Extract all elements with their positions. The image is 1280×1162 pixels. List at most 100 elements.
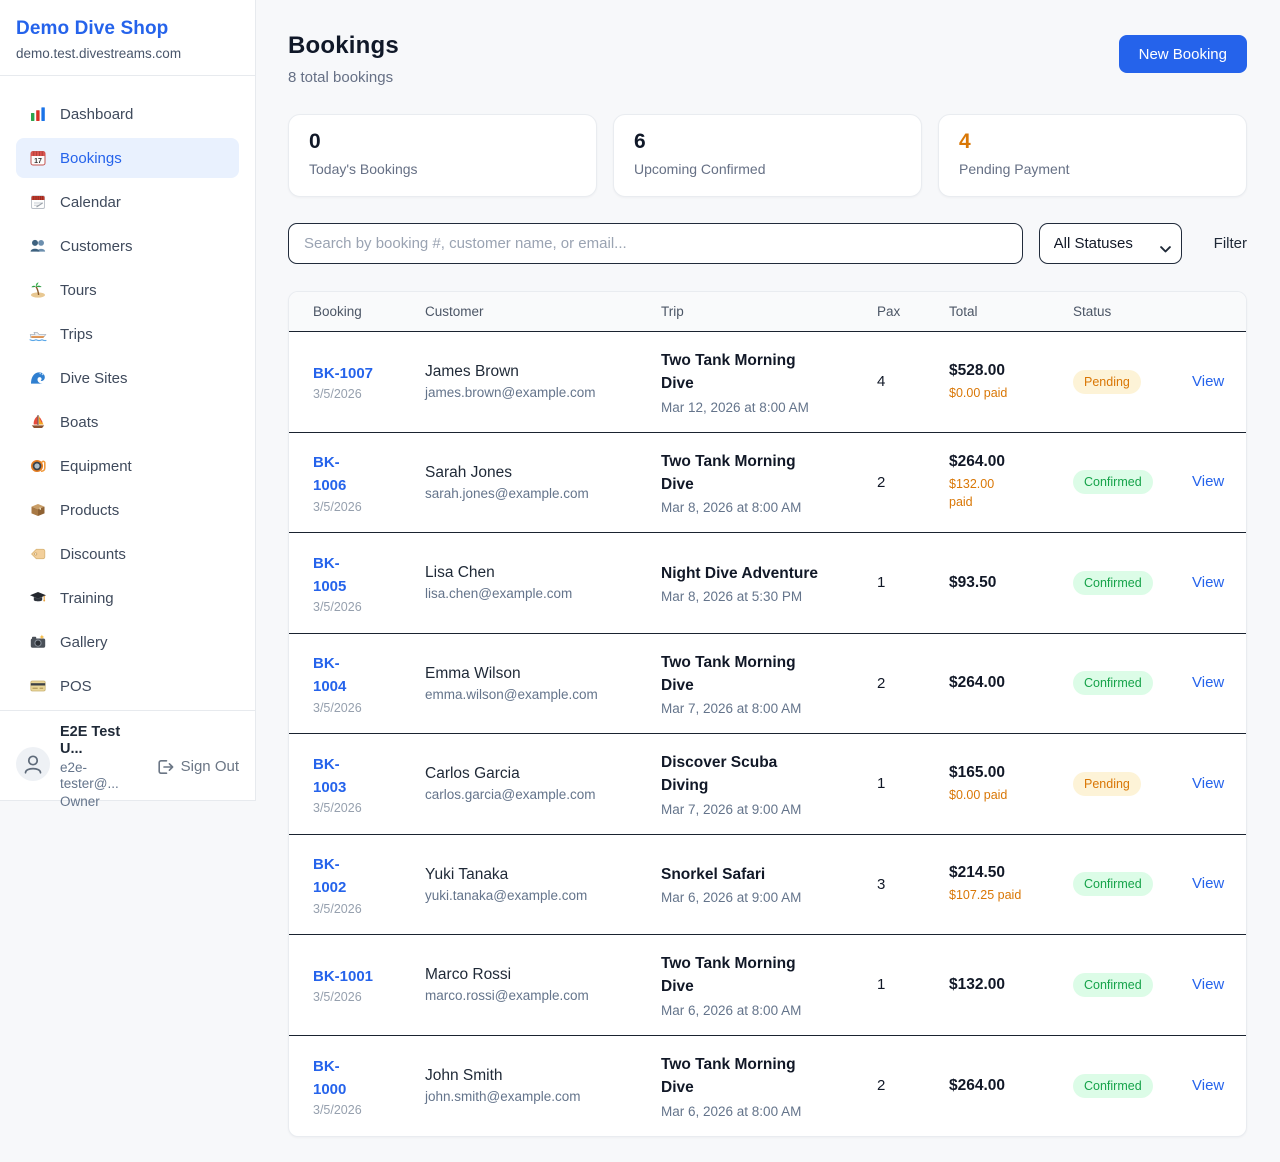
sign-out-button[interactable]: Sign Out [156,758,239,776]
pax-count: 2 [877,674,886,692]
column-header-total: Total [949,304,978,319]
sidebar-item-dive-sites[interactable]: Dive Sites [16,358,239,398]
trip-cell: Two Tank Morning Dive Mar 12, 2026 at 8:00… [661,349,877,415]
trip-cell: Two Tank Morning Dive Mar 7, 2026 at 8:00 … [661,651,877,717]
amount-paid: $107.25 paid [949,888,1022,903]
pax-count: 1 [877,775,886,793]
status-badge: Confirmed [1073,1073,1153,1098]
search-input[interactable] [288,223,1023,264]
total-amount: $528.00 [949,361,1006,379]
bookings-table: Booking Customer Trip Pax Total Status BK-100… [288,291,1247,1137]
customer-cell: John Smith john.smith@example.com [425,1067,661,1104]
status-badge: Confirmed [1073,570,1153,595]
booking-cell: BK- 1002 3/5/2026 [313,853,425,916]
customer-cell: Sarah Jones sarah.jones@example.com [425,464,661,501]
sidebar-item-calendar[interactable]: Calendar [16,182,239,222]
booking-number-link[interactable]: BK- 1000 [313,1057,347,1098]
training-icon [29,589,47,607]
status-cell: Confirmed [1073,872,1192,897]
booking-number-link[interactable]: BK- 1002 [313,856,347,897]
view-link[interactable]: View [1192,875,1225,893]
new-booking-button[interactable]: New Booking [1118,35,1247,73]
status-cell: Confirmed [1073,470,1192,495]
sidebar-item-equipment[interactable]: Equipment [16,446,239,486]
customer-name: James Brown [425,363,519,381]
amount-paid: $132.00 paid [949,477,995,510]
sidebar-item-products[interactable]: Products [16,490,239,530]
sidebar-item-pos[interactable]: POS [16,666,239,706]
trip-name: Two Tank Morning Dive [661,955,796,996]
status-cell: Pending [1073,771,1192,796]
total-amount: $264.00 [949,453,1006,471]
trip-datetime: Mar 6, 2026 at 8:00 AM [661,1002,802,1018]
sidebar-item-label: Tours [60,281,97,299]
total-amount: $93.50 [949,573,997,591]
booking-number-link[interactable]: BK- 1003 [313,755,347,796]
sidebar-item-boats[interactable]: Boats [16,402,239,442]
trip-name: Night Dive Adventure [661,564,819,582]
booking-cell: BK-1007 3/5/2026 [313,362,425,401]
sidebar-item-bookings[interactable]: 17 Bookings [16,138,239,178]
booking-date: 3/5/2026 [313,499,362,514]
total-cell: $264.00 [949,674,1073,692]
customer-cell: Marco Rossi marco.rossi@example.com [425,966,661,1003]
booking-row: BK- 1002 3/5/2026 Yuki Tanaka yuki.tanaka@ex… [289,835,1246,935]
sidebar-item-training[interactable]: Training [16,578,239,618]
sidebar-item-trips[interactable]: Trips [16,314,239,354]
booking-row: BK- 1000 3/5/2026 John Smith john.smith@exam… [289,1036,1246,1137]
stat-label: Pending Payment [959,161,1070,177]
sidebar-item-tours[interactable]: Tours [16,270,239,310]
trip-datetime: Mar 6, 2026 at 9:00 AM [661,890,802,906]
column-header-booking: Booking [313,304,362,319]
customer-email: emma.wilson@example.com [425,686,598,702]
boats-icon [29,413,47,431]
booking-date: 3/5/2026 [313,801,362,815]
booking-date: 3/5/2026 [313,387,362,402]
view-link[interactable]: View [1192,975,1225,993]
view-link[interactable]: View [1192,473,1225,491]
view-link[interactable]: View [1192,372,1225,390]
total-cell: $214.50 $107.25 paid [949,864,1073,904]
sidebar-item-dashboard[interactable]: Dashboard [16,94,239,134]
actions-cell: View [1192,976,1224,994]
sidebar-item-gallery[interactable]: Gallery [16,622,239,662]
sidebar-item-customers[interactable]: Customers [16,226,239,266]
pax-count: 2 [877,473,886,491]
view-link[interactable]: View [1192,1076,1225,1094]
status-select[interactable]: All Statuses [1038,223,1182,264]
view-link[interactable]: View [1192,573,1225,591]
booking-number-link[interactable]: BK-1001 [313,968,374,986]
stats-cards: 0 Today's Bookings 6 Upcoming Confirmed 4 Pen… [288,114,1247,197]
amount-paid: $0.00 paid [949,787,1008,802]
customer-cell: Lisa Chen lisa.chen@example.com [425,564,661,601]
sidebar-item-label: Discounts [60,545,126,563]
customer-email: yuki.tanaka@example.com [425,887,588,903]
filter-button[interactable]: Filter [1213,235,1247,252]
booking-number-link[interactable]: BK- 1005 [313,554,347,595]
status-badge: Confirmed [1073,470,1153,495]
filter-row: All Statuses Filter [288,223,1247,264]
booking-number-link[interactable]: BK- 1004 [313,655,347,696]
discounts-icon [29,545,47,563]
sidebar-item-discounts[interactable]: Discounts [16,534,239,574]
view-link[interactable]: View [1192,774,1225,792]
stat-value: 6 [634,130,646,153]
booking-cell: BK- 1003 3/5/2026 [313,753,425,816]
stat-value: 4 [959,130,971,153]
trip-cell: Night Dive Adventure Mar 8, 2026 at 5:30 … [661,562,877,604]
trip-name: Snorkel Safari [661,866,766,884]
total-amount: $214.50 [949,864,1006,882]
sidebar-item-label: Gallery [60,633,108,651]
trip-name: Two Tank Morning Dive [661,1056,796,1097]
total-amount: $264.00 [949,674,1006,692]
stat-value: 0 [309,130,321,153]
trip-datetime: Mar 8, 2026 at 8:00 AM [661,500,802,515]
column-header-status: Status [1073,304,1112,319]
booking-number-link[interactable]: BK- 1006 [313,454,347,495]
view-link[interactable]: View [1192,674,1225,692]
booking-cell: BK- 1006 3/5/2026 [313,451,425,514]
customer-email: carlos.garcia@example.com [425,787,596,803]
booking-number-link[interactable]: BK-1007 [313,365,374,383]
amount-paid: $0.00 paid [949,385,1008,400]
customer-email: lisa.chen@example.com [425,586,573,602]
